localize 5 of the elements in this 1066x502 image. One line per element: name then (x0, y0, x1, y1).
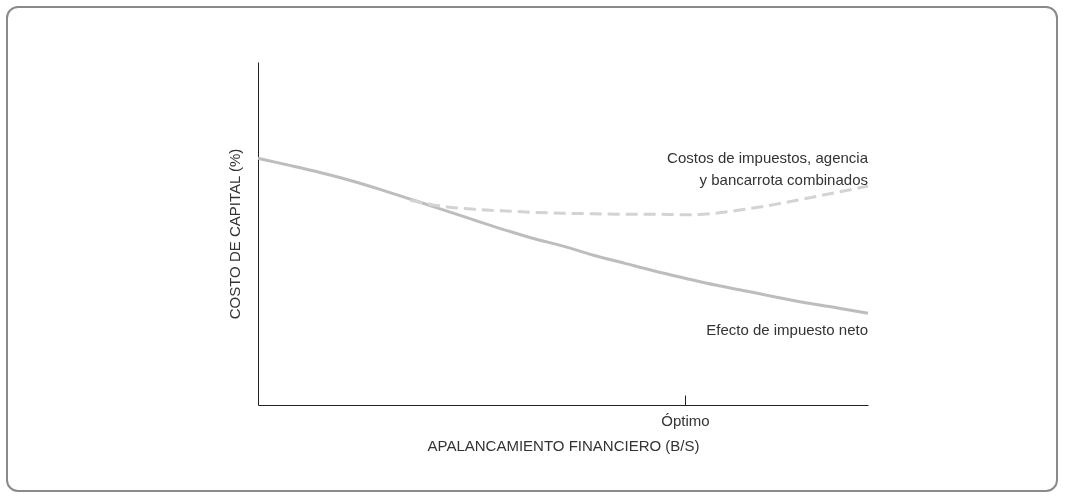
series-label: Efecto de impuesto neto (706, 321, 868, 339)
x-axis-title: APALANCAMIENTO FINANCIERO (B/S) (427, 436, 700, 454)
y-axis-title: COSTO DE CAPITAL (%) (225, 148, 243, 320)
series-label: Costos de impuestos, agencia y bancarrota combinados (667, 149, 869, 189)
text: Óptimo (661, 411, 710, 429)
